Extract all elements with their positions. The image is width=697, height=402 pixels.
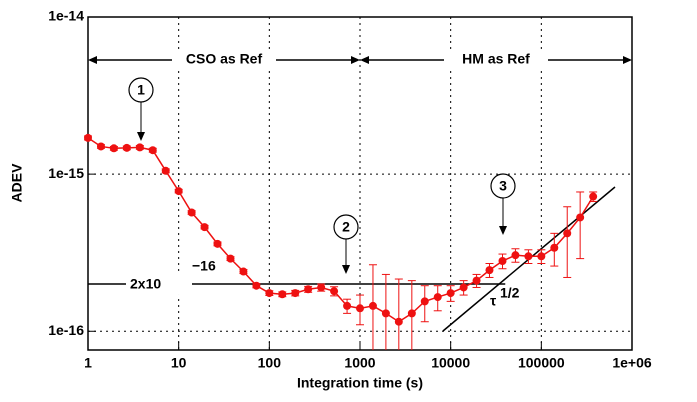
x-tick-label: 1 (84, 355, 92, 371)
data-point (356, 304, 364, 313)
data-point (84, 133, 92, 142)
y-tick-label: 1e-14 (48, 8, 84, 24)
error-bar (563, 206, 572, 278)
data-point (200, 223, 209, 232)
y-tick-label: 1e-15 (48, 165, 84, 181)
data-point (161, 166, 170, 175)
marker-label: 3 (499, 178, 507, 194)
data-point (135, 143, 144, 152)
marker-label: 2 (342, 219, 350, 235)
x-tick-label: 10 (171, 355, 187, 371)
region-label: HM as Ref (462, 51, 530, 67)
data-point (252, 281, 261, 290)
data-point (291, 289, 300, 298)
region-label: CSO as Ref (186, 51, 263, 67)
data-point (433, 293, 442, 302)
series-line (87, 137, 594, 323)
data-point (472, 276, 481, 285)
reference-label-bg (126, 272, 192, 295)
data-point (109, 144, 118, 153)
data-point (394, 317, 403, 326)
data-point (459, 283, 468, 292)
x-axis-label: Integration time (s) (297, 375, 423, 391)
data-point (330, 287, 339, 296)
data-point (589, 192, 598, 201)
data-point (537, 252, 546, 261)
data-point (96, 142, 105, 151)
data-point (420, 297, 429, 306)
x-tick-label: 100 (258, 355, 282, 371)
reference-label: 2x10 (130, 276, 161, 292)
data-point (187, 208, 196, 217)
x-tick-label: 10000 (431, 355, 470, 371)
x-tick-label: 100000 (518, 355, 565, 371)
region-label-bg (444, 50, 548, 70)
arrow-head (88, 56, 97, 64)
error-bar (576, 191, 585, 260)
y-tick-label: 1e-16 (48, 322, 84, 338)
data-point (485, 266, 494, 275)
marker-label: 1 (137, 82, 145, 98)
data-point (407, 309, 416, 318)
data-point (381, 309, 390, 318)
data-point (304, 285, 313, 294)
reference-exponent: −16 (192, 258, 216, 274)
arrow-head (499, 226, 507, 235)
x-tick-label: 1000 (344, 355, 375, 371)
data-point (563, 229, 572, 238)
arrow-head (351, 56, 360, 64)
data-point (265, 289, 274, 298)
arrow-head (342, 265, 350, 274)
y-axis-label: ADEV (9, 163, 25, 203)
data-point (511, 251, 520, 260)
slope-label: τ (490, 293, 497, 309)
region-label-bg (172, 50, 276, 70)
data-point (226, 254, 235, 263)
x-tick-label: 1e+06 (612, 355, 652, 371)
data-point (446, 289, 455, 298)
arrow-head (360, 56, 369, 64)
data-point (524, 252, 533, 261)
error-bar (394, 278, 403, 350)
data-point (368, 301, 377, 310)
marker-2: 2 (333, 214, 359, 274)
data-point (498, 257, 507, 266)
data-point (174, 187, 183, 196)
data-point (122, 143, 131, 152)
marker-1: 1 (128, 77, 154, 141)
arrow-head (137, 132, 145, 141)
data-point (317, 283, 326, 292)
data-point (576, 213, 585, 222)
data-point (239, 267, 248, 276)
marker-3: 3 (490, 173, 516, 235)
data-point (148, 146, 157, 155)
arrow-head (623, 56, 632, 64)
data-point (343, 301, 352, 310)
data-point (550, 243, 559, 252)
data-point (213, 239, 222, 248)
data-point (278, 290, 287, 299)
slope-exponent: 1/2 (500, 285, 520, 301)
